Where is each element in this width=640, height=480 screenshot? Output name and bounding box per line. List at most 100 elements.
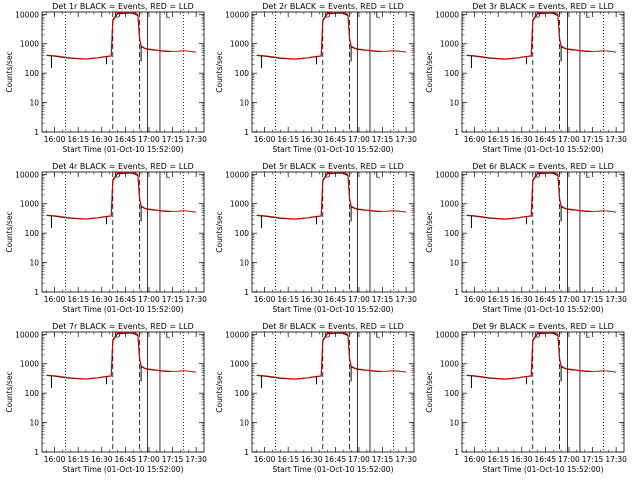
- marker-label: L: [376, 170, 381, 179]
- y-axis-title: Counts/sec: [5, 371, 14, 412]
- y-tick-label: 10000: [225, 170, 249, 179]
- x-tick-label: 17:15: [372, 135, 394, 144]
- x-axis-title: Start Time (01-Oct-10 15:52:00): [272, 465, 393, 474]
- y-tick-label: 10000: [15, 10, 39, 19]
- marker-label: O: [324, 170, 330, 179]
- y-axis-title: Counts/sec: [5, 51, 14, 92]
- x-tick-label: 16:00: [44, 295, 66, 304]
- panel-title: Det 7r BLACK = Events, RED = LLD: [52, 322, 194, 331]
- marker-label: L: [586, 10, 591, 19]
- y-tick-label: 100: [25, 389, 40, 398]
- y-tick-label: 1000: [20, 360, 39, 369]
- x-tick-label: 16:00: [254, 135, 276, 144]
- x-tick-label: 16:45: [535, 455, 557, 464]
- x-tick-label: 16:15: [67, 295, 89, 304]
- marker-label: L: [166, 170, 171, 179]
- series-lld: [466, 171, 617, 220]
- x-tick-label: 16:00: [464, 135, 486, 144]
- marker-label: O: [114, 170, 120, 179]
- x-tick-label: 16:00: [464, 295, 486, 304]
- y-tick-label: 10: [29, 99, 39, 108]
- x-tick-label: 16:00: [464, 455, 486, 464]
- series-lld: [466, 11, 617, 60]
- y-tick-label: 100: [25, 229, 40, 238]
- x-tick-label: 17:00: [558, 135, 580, 144]
- y-tick-label: 1: [454, 448, 459, 457]
- y-tick-label: 1000: [230, 40, 249, 49]
- y-tick-label: 1: [244, 288, 249, 297]
- x-tick-label: 17:30: [395, 295, 417, 304]
- x-tick-label: 17:15: [162, 455, 184, 464]
- panel-title: Det 3r BLACK = Events, RED = LLD: [472, 2, 614, 11]
- x-tick-label: 16:15: [277, 295, 299, 304]
- x-tick-label: 17:30: [395, 455, 417, 464]
- x-tick-label: 17:15: [582, 295, 604, 304]
- y-tick-label: 1: [34, 448, 39, 457]
- series-lld: [46, 171, 197, 220]
- y-tick-label: 10000: [15, 330, 39, 339]
- y-tick-label: 10: [29, 259, 39, 268]
- x-axis-title: Start Time (01-Oct-10 15:52:00): [62, 305, 183, 314]
- x-tick-label: 16:45: [535, 295, 557, 304]
- x-tick-label: 16:00: [254, 455, 276, 464]
- marker-label: O: [114, 10, 120, 19]
- x-tick-label: 17:00: [348, 455, 370, 464]
- y-axis-title: Counts/sec: [215, 51, 224, 92]
- x-tick-label: 16:15: [277, 135, 299, 144]
- y-tick-label: 1000: [440, 200, 459, 209]
- x-tick-label: 17:30: [185, 135, 207, 144]
- marker-label: L: [166, 330, 171, 339]
- panel-9: Det 9r BLACK = Events, RED = LLD 1 10 100 10…: [425, 322, 627, 474]
- panel-title: Det 2r BLACK = Events, RED = LLD: [262, 2, 404, 11]
- y-tick-label: 10: [239, 99, 249, 108]
- x-tick-label: 17:30: [605, 135, 627, 144]
- x-tick-label: 16:30: [511, 295, 533, 304]
- y-tick-label: 1000: [230, 360, 249, 369]
- x-tick-label: 17:00: [138, 135, 160, 144]
- marker-label: L: [586, 170, 591, 179]
- x-tick-label: 16:30: [511, 455, 533, 464]
- y-tick-label: 1: [34, 128, 39, 137]
- y-tick-label: 100: [445, 389, 460, 398]
- x-tick-label: 17:00: [348, 135, 370, 144]
- y-tick-label: 10: [449, 419, 459, 428]
- y-tick-label: 1000: [230, 200, 249, 209]
- marker-label: O: [324, 10, 330, 19]
- series-lld: [256, 11, 407, 60]
- x-tick-label: 16:45: [325, 135, 347, 144]
- y-tick-label: 1000: [20, 200, 39, 209]
- marker-label: L: [166, 10, 171, 19]
- y-axis-title: Counts/sec: [425, 51, 434, 92]
- x-tick-label: 16:15: [487, 455, 509, 464]
- y-tick-label: 10: [449, 99, 459, 108]
- x-axis-title: Start Time (01-Oct-10 15:52:00): [482, 465, 603, 474]
- y-tick-label: 10000: [225, 10, 249, 19]
- y-tick-label: 100: [445, 69, 460, 78]
- x-tick-label: 16:45: [115, 455, 137, 464]
- series-lld: [256, 171, 407, 220]
- x-tick-label: 17:15: [582, 135, 604, 144]
- x-tick-label: 17:15: [372, 295, 394, 304]
- x-tick-label: 17:15: [372, 455, 394, 464]
- x-tick-label: 17:30: [185, 455, 207, 464]
- x-tick-label: 16:15: [67, 135, 89, 144]
- series-lld: [46, 331, 197, 380]
- y-tick-label: 1: [244, 128, 249, 137]
- x-tick-label: 16:15: [487, 295, 509, 304]
- x-tick-label: 16:30: [301, 135, 323, 144]
- marker-label: O: [534, 170, 540, 179]
- x-tick-label: 17:00: [138, 295, 160, 304]
- marker-label: L: [376, 330, 381, 339]
- x-tick-label: 17:00: [348, 295, 370, 304]
- panel-title: Det 4r BLACK = Events, RED = LLD: [52, 162, 194, 171]
- series-lld: [46, 11, 197, 60]
- x-tick-label: 17:00: [558, 455, 580, 464]
- x-tick-label: 16:45: [115, 135, 137, 144]
- panel-title: Det 6r BLACK = Events, RED = LLD: [472, 162, 614, 171]
- y-tick-label: 100: [235, 229, 250, 238]
- x-tick-label: 16:00: [44, 455, 66, 464]
- y-axis-title: Counts/sec: [215, 371, 224, 412]
- x-tick-label: 16:45: [535, 135, 557, 144]
- x-tick-label: 16:15: [277, 455, 299, 464]
- marker-label: O: [534, 10, 540, 19]
